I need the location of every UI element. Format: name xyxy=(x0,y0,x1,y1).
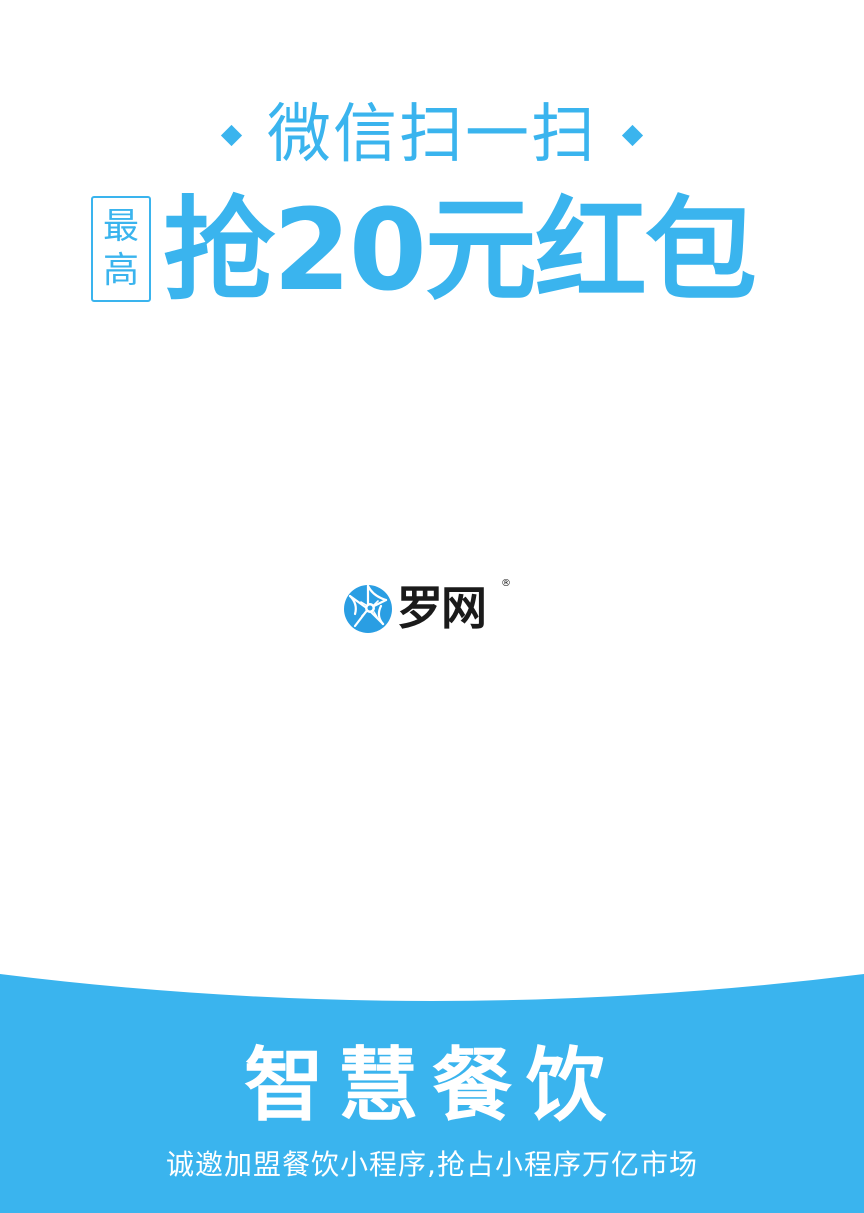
spider-web-logo-icon xyxy=(344,584,392,633)
diamond-left-icon xyxy=(220,124,243,146)
banner-title: 智慧餐饮 xyxy=(244,1039,620,1132)
banner-subtitle: 诚邀加盟餐饮小程序,抢占小程序万亿市场 xyxy=(166,1148,698,1181)
headline-row: 最 高 抢20元红包 xyxy=(91,188,791,314)
brand-logo: 罗网 ® xyxy=(343,578,513,638)
banner-background xyxy=(0,974,864,1213)
max-badge: 最 高 xyxy=(91,196,151,302)
headline: 抢20元红包 xyxy=(163,186,757,316)
max-badge-char: 高 xyxy=(102,250,139,291)
scan-heading: 微信扫一扫 xyxy=(0,98,864,172)
scan-text: 微信扫一扫 xyxy=(267,98,597,172)
diamond-right-icon xyxy=(621,124,644,146)
registered-mark: ® xyxy=(501,578,511,589)
bottom-banner xyxy=(0,968,864,1213)
max-badge-char: 最 xyxy=(102,206,139,247)
brand-name: 罗网 xyxy=(397,581,487,635)
